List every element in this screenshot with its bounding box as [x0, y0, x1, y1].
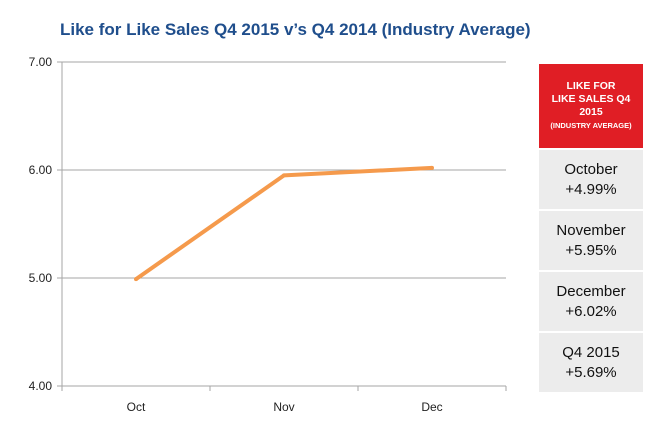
x-tick-label: Nov	[273, 400, 294, 414]
summary-panel: LIKE FOR LIKE SALES Q4 2015 (INDUSTRY AV…	[539, 64, 643, 392]
x-tick-label: Oct	[127, 400, 146, 414]
summary-row-label: October	[564, 160, 618, 178]
summary-row-value: +5.95%	[565, 241, 617, 259]
y-tick-label: 6.00	[29, 163, 53, 177]
chart-title: Like for Like Sales Q4 2015 v’s Q4 2014 …	[60, 20, 531, 39]
data-point	[134, 277, 138, 282]
summary-row-december: December +6.02%	[539, 270, 643, 331]
y-tick-label: 4.00	[29, 379, 53, 393]
summary-row-october: October +4.99%	[539, 148, 643, 209]
x-tick-label: Dec	[421, 400, 442, 414]
summary-header-line-1: LIKE FOR	[566, 80, 616, 92]
summary-row-value: +5.69%	[565, 363, 617, 381]
summary-row-november: November +5.95%	[539, 209, 643, 270]
series-line	[134, 165, 433, 281]
summary-row-label: November	[556, 221, 626, 239]
summary-row-label: Q4 2015	[562, 343, 620, 361]
y-tick-label: 7.00	[29, 55, 53, 69]
summary-header-line-2: LIKE SALES Q4	[551, 93, 631, 105]
data-point	[282, 173, 286, 178]
summary-header-subtitle: (INDUSTRY AVERAGE)	[550, 121, 632, 130]
summary-panel-header: LIKE FOR LIKE SALES Q4 2015 (INDUSTRY AV…	[539, 64, 643, 148]
summary-row-value: +4.99%	[565, 180, 617, 198]
y-tick-label: 5.00	[29, 271, 53, 285]
data-point	[430, 165, 434, 170]
summary-row-value: +6.02%	[565, 302, 617, 320]
summary-row-q4-2015: Q4 2015 +5.69%	[539, 331, 643, 392]
summary-header-line-3: 2015	[579, 106, 603, 118]
summary-row-label: December	[556, 282, 626, 300]
